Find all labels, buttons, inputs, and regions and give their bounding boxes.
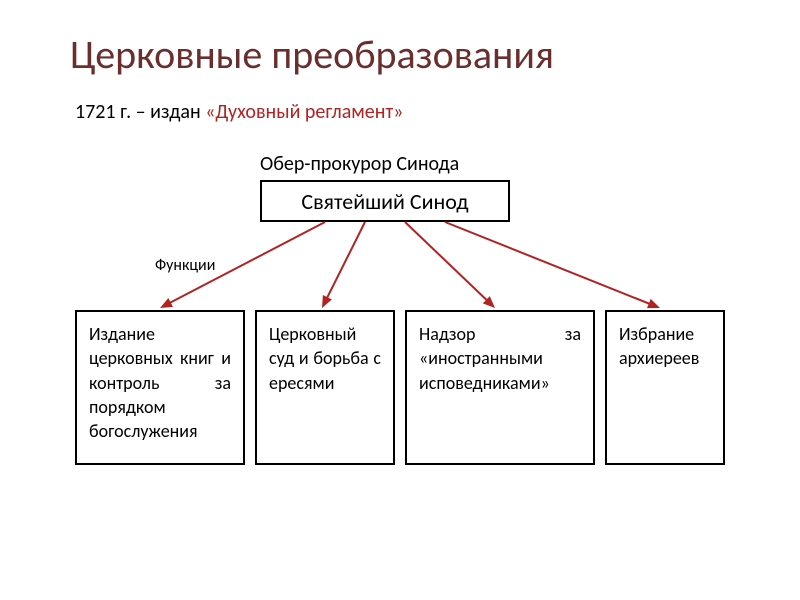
- function-box-1: Издание церковных книг и контроль за пор…: [75, 310, 245, 465]
- subtitle-highlight: «Духовный регламент»: [205, 100, 403, 124]
- subtitle: 1721 г. – издан «Духовный регламент»: [75, 100, 403, 124]
- function-box-3: Надзор за «иностранными исповедниками»: [405, 310, 595, 465]
- function-box-2: Церковный суд и борьба с ересями: [255, 310, 395, 465]
- ober-prokuror-label: Обер-прокурор Синода: [260, 152, 459, 176]
- functions-label: Функции: [155, 256, 215, 275]
- arrows-layer: [0, 0, 800, 600]
- page-title: Церковные преобразования: [70, 30, 554, 79]
- subtitle-prefix: 1721 г. – издан: [75, 100, 205, 124]
- function-box-4: Избрание архиереев: [605, 310, 725, 465]
- synod-box: Святейший Синод: [260, 180, 510, 222]
